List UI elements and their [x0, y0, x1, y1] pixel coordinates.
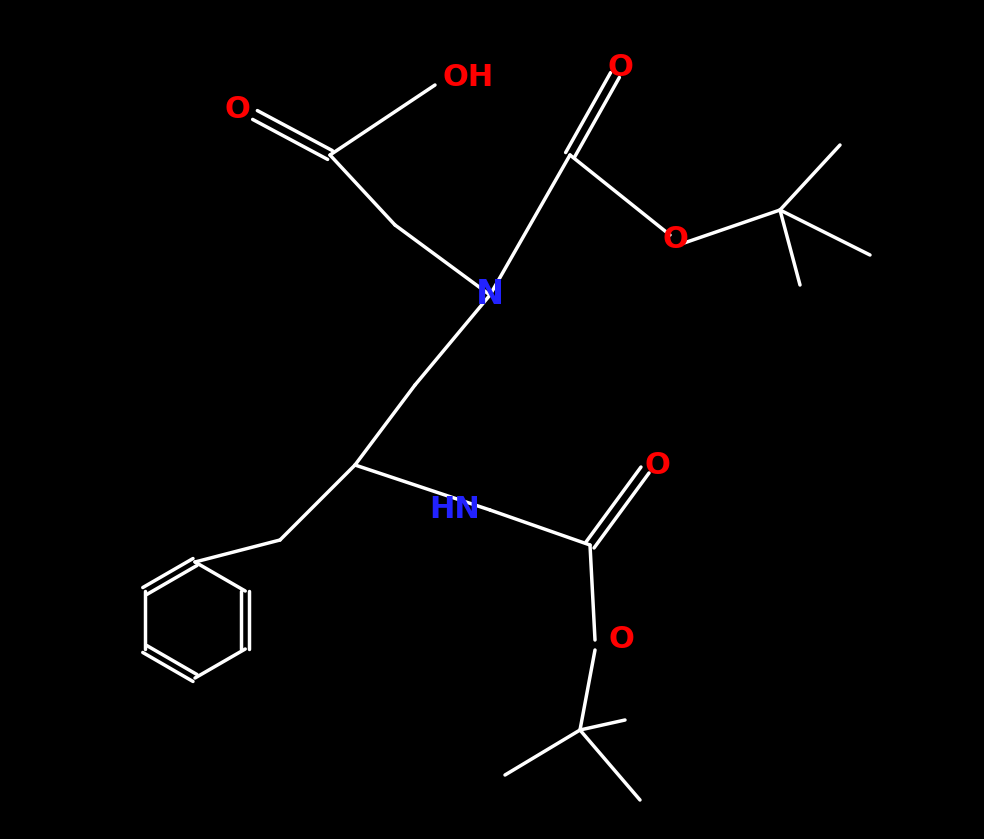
Text: O: O — [645, 451, 670, 480]
Text: OH: OH — [443, 62, 494, 91]
Text: O: O — [224, 96, 250, 124]
Text: O: O — [609, 626, 635, 654]
Text: O: O — [607, 53, 633, 81]
Text: N: N — [476, 279, 504, 311]
Text: O: O — [662, 226, 688, 254]
Text: HN: HN — [429, 496, 480, 524]
